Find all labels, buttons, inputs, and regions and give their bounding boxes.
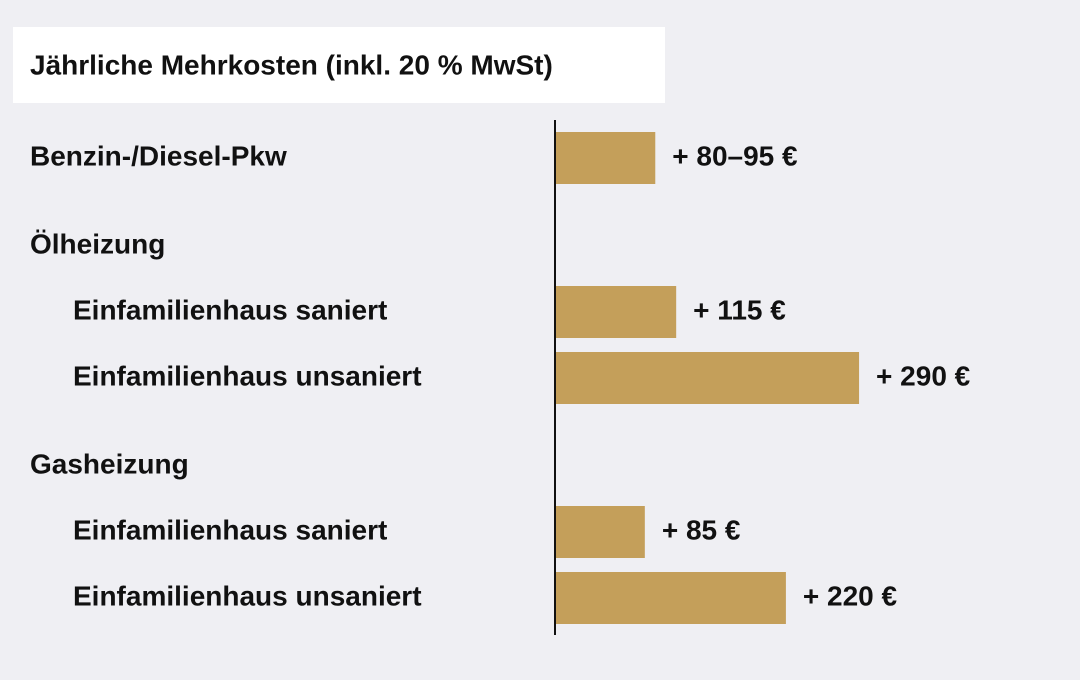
chart-title: Jährliche Mehrkosten (inkl. 20 % MwSt) (30, 49, 553, 80)
bar (556, 506, 645, 558)
value-label: + 115 € (693, 294, 786, 325)
value-label: + 220 € (803, 580, 898, 611)
bar (556, 132, 656, 184)
category-label: Einfamilienhaus saniert (73, 514, 387, 545)
value-label: + 290 € (876, 360, 971, 391)
bar (556, 572, 786, 624)
group-label: Ölheizung (30, 228, 165, 259)
category-label: Einfamilienhaus unsaniert (73, 360, 422, 391)
bar (556, 286, 677, 338)
value-label: + 85 € (662, 514, 741, 545)
category-label: Einfamilienhaus unsaniert (73, 580, 422, 611)
group-label: Gasheizung (30, 448, 189, 479)
category-label: Einfamilienhaus saniert (73, 294, 387, 325)
bar (556, 352, 860, 404)
title-box (13, 27, 665, 103)
value-label: + 80–95 € (672, 140, 798, 171)
category-label: Benzin-/Diesel-Pkw (30, 140, 287, 171)
